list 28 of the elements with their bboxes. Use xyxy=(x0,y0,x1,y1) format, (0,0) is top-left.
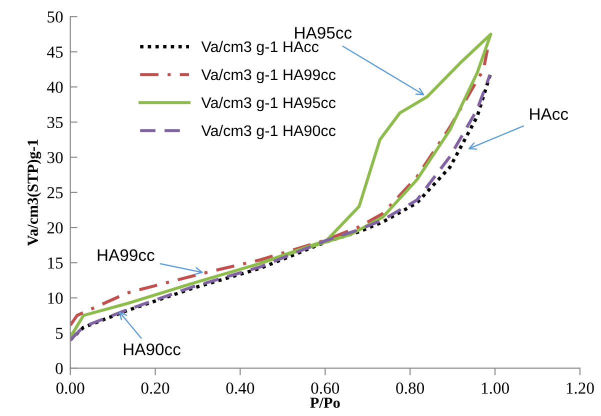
legend-label: Va/cm3 g-1 HAcc xyxy=(201,40,319,56)
x-tick-label: 0.80 xyxy=(396,382,424,394)
y-tick-label: 45 xyxy=(47,46,63,58)
x-tick-label: 1.20 xyxy=(566,382,594,394)
legend-label: Va/cm3 g-1 HA90cc xyxy=(201,124,336,140)
x-axis-title: P/Po xyxy=(310,398,340,408)
x-tick-label: 1.00 xyxy=(482,382,509,394)
annotation: HAcc xyxy=(530,108,568,120)
y-axis-title: Va/cm3(STP)g-1 xyxy=(27,140,42,246)
y-tick-label: 40 xyxy=(47,82,63,93)
legend-label: Va/cm3 g-1 HA95cc xyxy=(201,96,336,112)
x-tick-label: 0.00 xyxy=(56,382,84,394)
y-tick-label: 15 xyxy=(48,257,63,269)
y-tick-label: 0 xyxy=(56,362,63,374)
y-tick-label: 20 xyxy=(47,222,63,234)
annotation: HA95cc xyxy=(295,26,352,39)
y-tick-label: 35 xyxy=(48,116,63,128)
annotation: HA90cc xyxy=(124,343,180,356)
y-tick-label: 10 xyxy=(48,292,63,304)
y-tick-label: 50 xyxy=(48,11,63,23)
x-tick-label: 0.20 xyxy=(141,382,170,394)
legend-label: Va/cm3 g-1 HA99cc xyxy=(201,68,336,84)
annotation: HA99cc xyxy=(98,249,154,262)
x-tick-label: 0.40 xyxy=(226,382,254,394)
y-tick-label: 30 xyxy=(48,152,63,164)
y-tick-label: 5 xyxy=(56,328,63,339)
x-tick-label: 0.60 xyxy=(311,382,340,394)
y-tick-label: 25 xyxy=(47,187,63,198)
